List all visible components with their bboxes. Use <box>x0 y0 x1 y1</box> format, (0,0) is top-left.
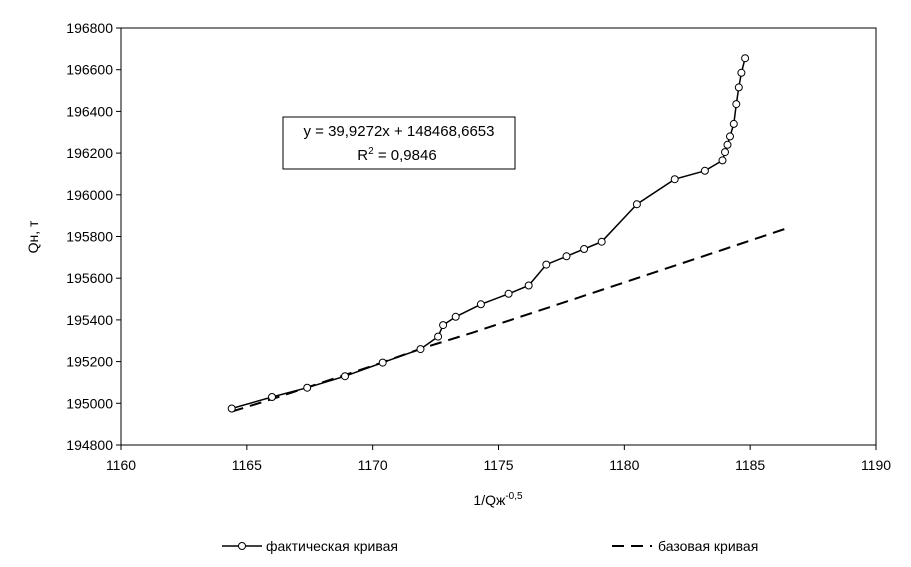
r-squared-prefix: R <box>357 147 368 164</box>
data-point <box>700 166 709 175</box>
legend: фактическая кривая базовая кривая <box>222 538 758 554</box>
data-point <box>476 300 485 309</box>
data-point <box>451 312 460 321</box>
y-axis-label: Qн, т <box>25 220 41 253</box>
x-tick-label: 1165 <box>232 457 262 473</box>
data-point <box>721 148 729 157</box>
data-point <box>718 156 727 165</box>
data-point <box>726 132 734 141</box>
y-tick-label: 195400 <box>66 312 113 328</box>
data-point <box>734 83 743 92</box>
y-tick-label: 196800 <box>66 20 113 36</box>
y-tick-label: 194800 <box>66 437 113 453</box>
y-tick-label: 196000 <box>66 187 113 203</box>
y-tick-label: 195600 <box>66 270 113 286</box>
y-axis: 194800 195000 195200 195400 195600 195800 1960… <box>66 20 121 453</box>
data-point <box>303 383 312 392</box>
data-point <box>416 345 425 354</box>
x-axis-label-sup: -0,5 <box>505 491 523 502</box>
r-squared: R2 = 0,9846 <box>357 146 436 164</box>
data-point <box>227 404 236 413</box>
data-point <box>439 321 448 330</box>
data-point <box>562 252 571 261</box>
y-tick-label: 196600 <box>66 62 113 78</box>
data-point <box>632 200 641 209</box>
data-point <box>268 393 276 401</box>
y-tick-label: 195200 <box>66 354 113 370</box>
data-point <box>723 140 732 149</box>
x-axis-label-main: 1/Qж <box>473 492 506 508</box>
legend-marker-actual <box>238 542 246 550</box>
series-line-0 <box>231 58 746 410</box>
data-point <box>741 54 750 63</box>
regression-equation: y = 39,9272x + 148468,6653 <box>303 123 494 140</box>
data-point <box>524 281 533 290</box>
data-point <box>670 175 679 184</box>
annotation-box <box>282 116 516 170</box>
x-tick-label: 1160 <box>106 457 136 473</box>
legend-label-actual: фактическая кривая <box>266 538 398 554</box>
r-squared-sup: 2 <box>368 146 374 157</box>
data-point <box>378 358 387 367</box>
data-point <box>434 332 443 341</box>
x-tick-label: 1185 <box>735 457 765 473</box>
x-tick-label: 1190 <box>861 457 891 473</box>
y-tick-label: 196400 <box>66 103 113 119</box>
x-tick-label: 1180 <box>609 457 639 473</box>
data-point <box>580 245 589 253</box>
x-tick-label: 1175 <box>483 457 513 473</box>
y-tick-label: 195800 <box>66 229 113 245</box>
legend-entry-base: базовая кривая <box>612 538 758 554</box>
regression-annotation: y = 39,9272x + 148468,6653 R2 = 0,9846 <box>282 116 516 170</box>
data-point <box>504 289 513 298</box>
data-point <box>729 119 738 128</box>
series-line-1 <box>231 226 791 413</box>
legend-entry-actual: фактическая кривая <box>222 538 398 554</box>
x-axis-label: 1/Qж-0,5 <box>473 491 523 508</box>
r-squared-value: = 0,9846 <box>374 147 437 164</box>
data-point <box>341 372 349 381</box>
data-point <box>542 260 551 269</box>
x-tick-label: 1170 <box>358 457 388 473</box>
series-layer <box>227 54 791 413</box>
x-axis: 1160 1165 1170 1175 1180 1185 1190 <box>106 445 891 473</box>
data-point <box>737 68 746 77</box>
y-tick-label: 195000 <box>66 395 113 411</box>
data-point <box>597 237 606 246</box>
data-point <box>732 100 741 109</box>
legend-label-base: базовая кривая <box>658 538 758 554</box>
y-tick-label: 196200 <box>66 145 113 161</box>
